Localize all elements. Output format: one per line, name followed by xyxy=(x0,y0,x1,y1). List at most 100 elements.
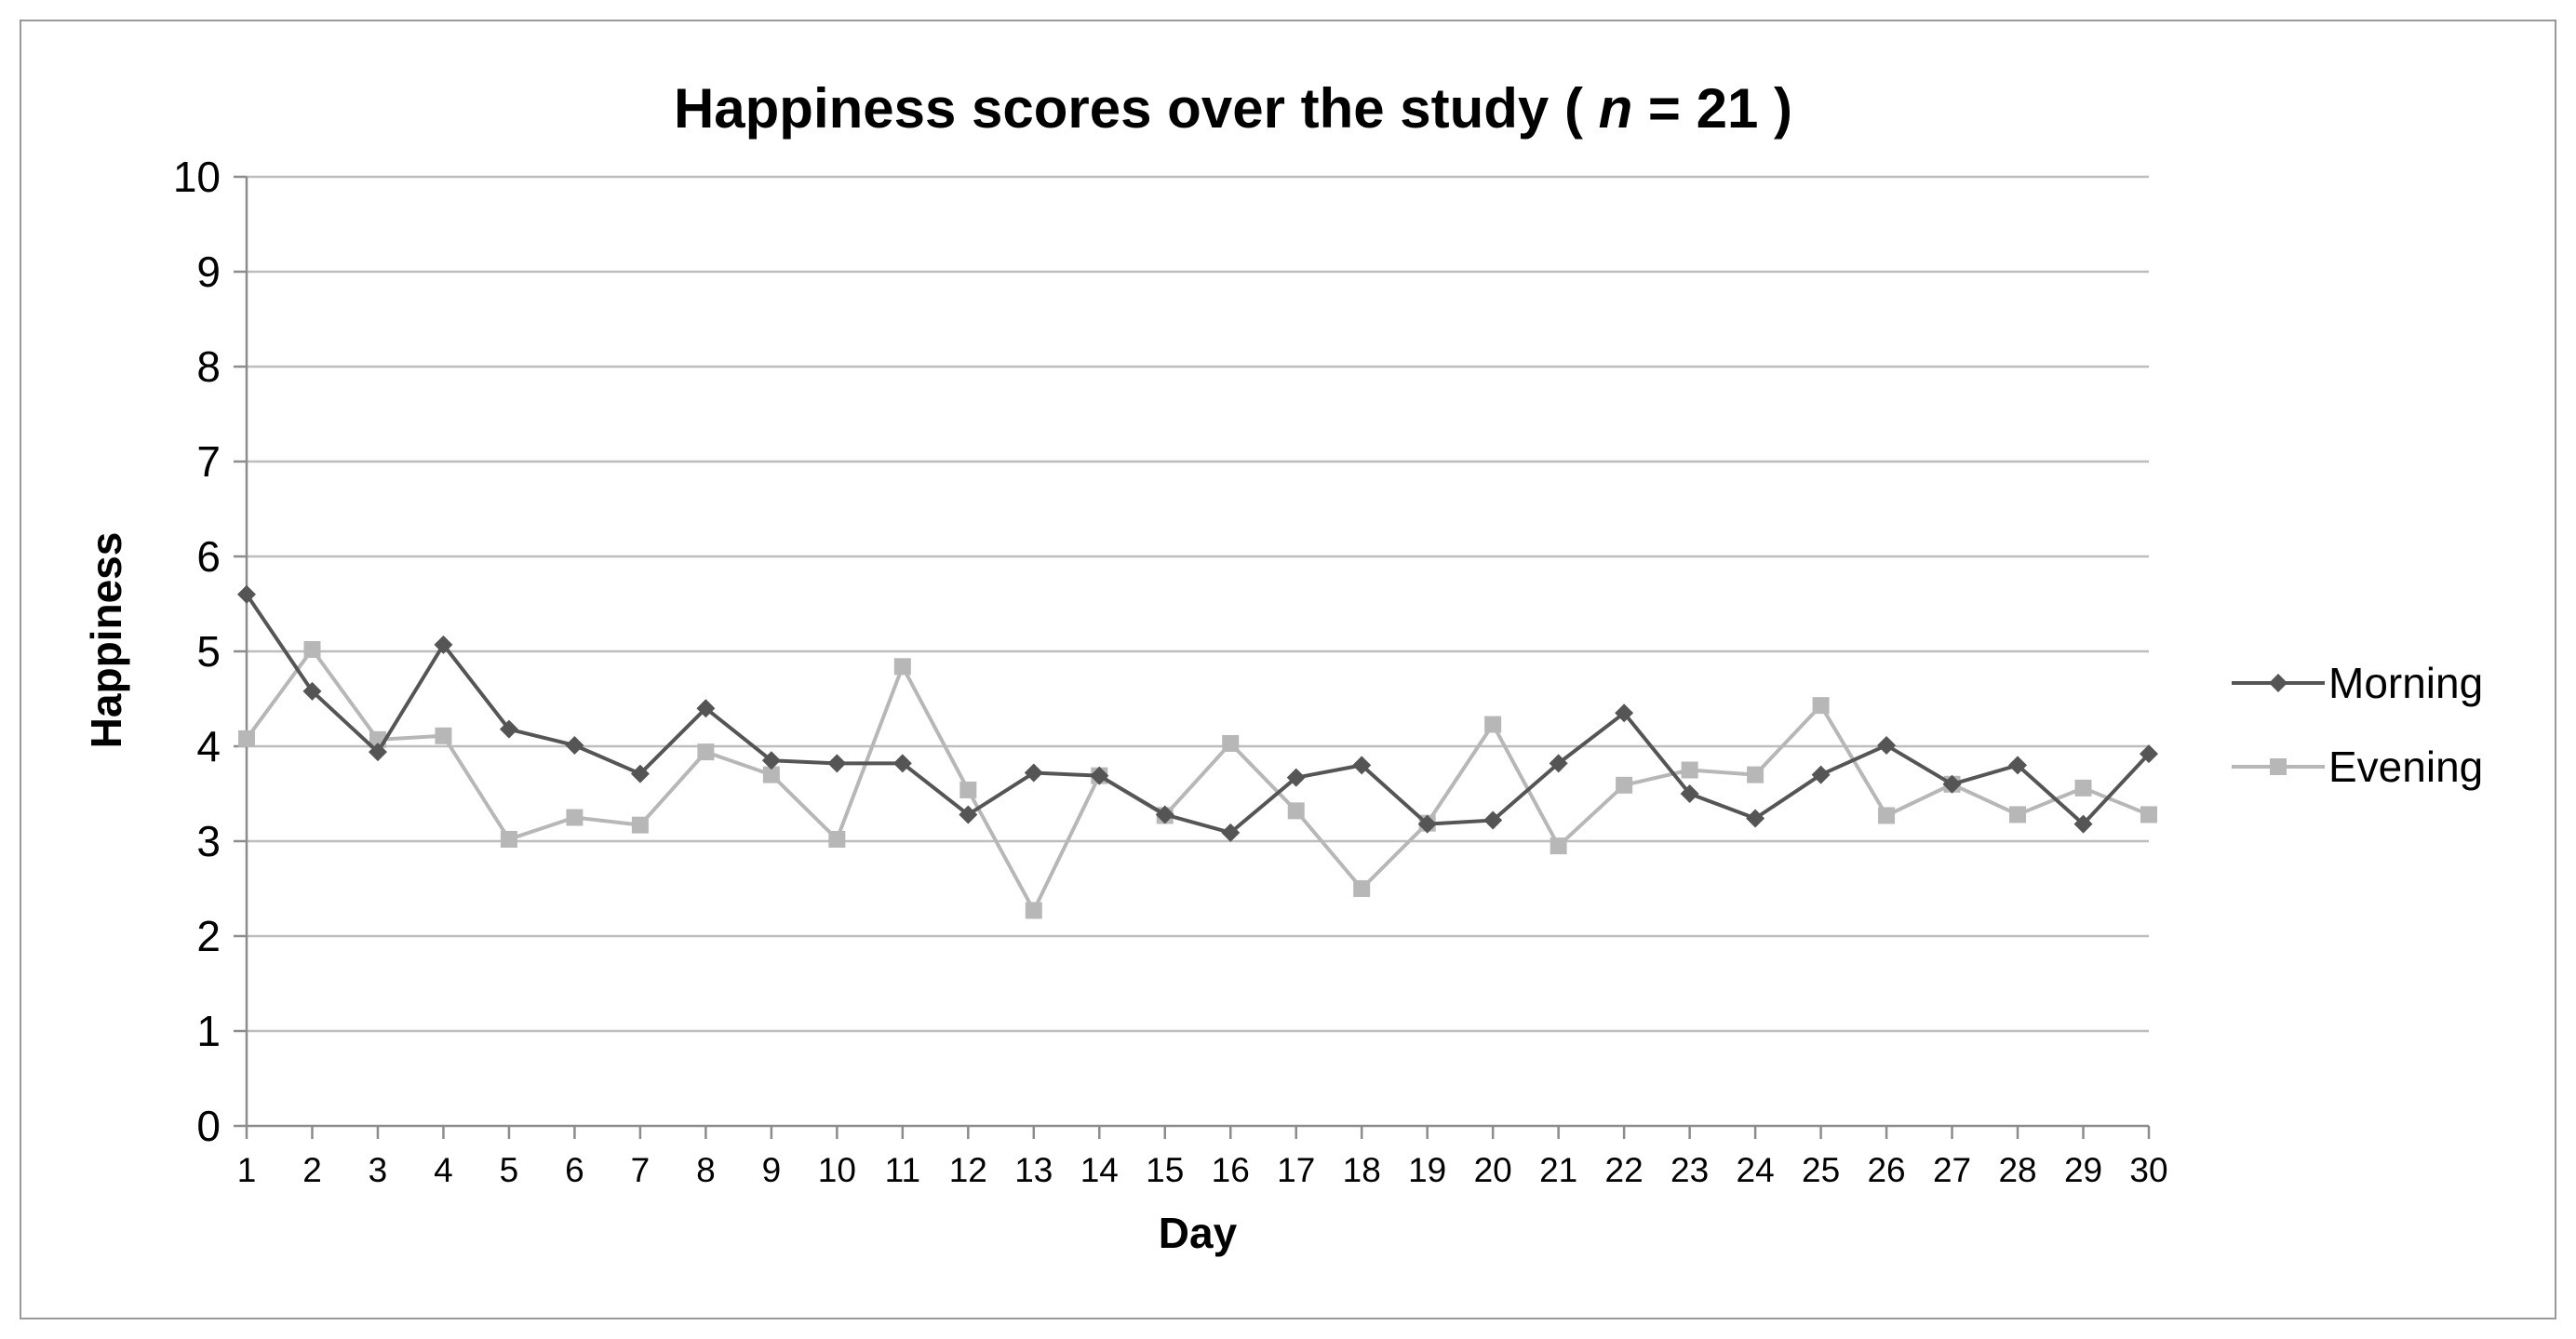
data-point-morning xyxy=(1811,765,1831,784)
data-point-morning xyxy=(1549,754,1568,773)
y-axis-title: Happiness xyxy=(82,532,130,749)
data-point-morning xyxy=(1942,774,1962,794)
legend-item-evening: Evening xyxy=(2232,743,2483,791)
data-point-evening xyxy=(1025,902,1042,919)
data-point-morning xyxy=(892,754,912,773)
y-tick-label: 10 xyxy=(173,153,221,201)
data-point-morning xyxy=(499,719,518,739)
series-line-evening xyxy=(245,647,2150,913)
x-tick-label: 27 xyxy=(1933,1151,1971,1189)
x-tick-label: 13 xyxy=(1014,1151,1053,1189)
y-tick-label: 1 xyxy=(196,1007,221,1055)
data-point-morning xyxy=(1221,823,1241,842)
y-tick-label: 5 xyxy=(196,627,221,676)
x-tick-label: 7 xyxy=(631,1151,651,1189)
x-tick-label: 1 xyxy=(237,1151,257,1189)
data-point-evening xyxy=(1747,766,1764,783)
data-point-morning xyxy=(1090,766,1109,785)
data-point-morning xyxy=(1746,809,1765,828)
x-tick-label: 10 xyxy=(818,1151,856,1189)
series-evening xyxy=(238,640,2157,919)
y-tick-label: 8 xyxy=(196,342,221,391)
y-tick-label: 9 xyxy=(196,248,221,296)
x-tick-label: 16 xyxy=(1212,1151,1250,1189)
x-tick-label: 5 xyxy=(500,1151,519,1189)
x-tick-label: 14 xyxy=(1080,1151,1119,1189)
legend-label-morning: Morning xyxy=(2328,659,2483,707)
series-morning xyxy=(237,584,2158,842)
data-point-morning xyxy=(696,699,716,718)
data-point-morning xyxy=(302,681,322,701)
data-point-evening xyxy=(500,830,517,848)
y-axis-ticks: 0 1 2 3 4 5 6 7 8 9 10 xyxy=(173,153,247,1150)
data-point-morning xyxy=(1417,814,1437,834)
x-tick-label: 18 xyxy=(1343,1151,1381,1189)
data-point-evening xyxy=(1812,697,1830,715)
y-tick-label: 2 xyxy=(196,912,221,960)
data-point-morning xyxy=(761,751,781,770)
x-tick-label: 29 xyxy=(2064,1151,2102,1189)
data-point-morning xyxy=(1155,805,1174,824)
series-group xyxy=(237,584,2158,919)
x-tick-label: 26 xyxy=(1867,1151,1905,1189)
y-tick-label: 4 xyxy=(196,722,221,770)
data-point-morning xyxy=(959,805,978,824)
x-axis-title: Day xyxy=(1159,1209,1238,1257)
x-tick-label: 28 xyxy=(1998,1151,2036,1189)
y-tick-label: 6 xyxy=(196,532,221,581)
data-point-morning xyxy=(1877,735,1897,755)
legend-marker-evening xyxy=(2270,758,2287,775)
data-point-morning xyxy=(1483,810,1503,830)
x-tick-label: 15 xyxy=(1146,1151,1184,1189)
x-axis-ticks: 1 2 3 4 5 6 7 8 9 10 11 12 13 14 15 16 17 18 19 20 21 22 23 24 2… xyxy=(237,1126,2168,1189)
data-point-evening xyxy=(435,727,452,744)
data-point-evening xyxy=(1616,776,1633,794)
x-tick-label: 6 xyxy=(565,1151,584,1189)
data-point-evening xyxy=(697,743,715,761)
y-tick-label: 7 xyxy=(196,437,221,486)
x-tick-label: 24 xyxy=(1737,1151,1775,1189)
x-tick-label: 19 xyxy=(1408,1151,1446,1189)
x-tick-label: 4 xyxy=(434,1151,453,1189)
x-tick-label: 21 xyxy=(1539,1151,1577,1189)
data-point-morning xyxy=(2140,744,2158,764)
data-point-evening xyxy=(1550,837,1567,855)
data-point-evening xyxy=(303,640,321,658)
x-tick-label: 17 xyxy=(1277,1151,1315,1189)
gridlines xyxy=(247,175,2149,1033)
data-point-evening xyxy=(1222,734,1240,752)
data-point-morning xyxy=(434,635,453,654)
x-tick-label: 30 xyxy=(2129,1151,2167,1189)
data-point-evening xyxy=(893,658,911,676)
y-tick-label: 0 xyxy=(196,1102,221,1150)
data-point-morning xyxy=(1615,703,1634,723)
data-point-morning xyxy=(1680,784,1699,803)
legend-marker-morning xyxy=(2269,674,2288,692)
x-tick-label: 11 xyxy=(885,1151,920,1189)
data-point-morning xyxy=(237,584,256,604)
x-tick-label: 12 xyxy=(949,1151,987,1189)
x-tick-label: 22 xyxy=(1605,1151,1644,1189)
axes xyxy=(245,177,2149,1128)
data-point-evening xyxy=(2074,779,2092,797)
data-point-evening xyxy=(959,781,977,798)
data-point-evening xyxy=(828,830,846,848)
data-point-morning xyxy=(2008,756,2028,775)
data-point-morning xyxy=(368,743,387,762)
legend-label-evening: Evening xyxy=(2328,743,2483,791)
chart-title-rest: = 21 ) xyxy=(1632,77,1792,140)
data-point-evening xyxy=(762,766,780,783)
data-point-evening xyxy=(566,809,584,826)
data-point-evening xyxy=(631,816,649,834)
x-tick-label: 9 xyxy=(762,1151,782,1189)
data-point-evening xyxy=(2009,806,2027,823)
x-tick-label: 2 xyxy=(302,1151,322,1189)
data-point-evening xyxy=(1353,880,1371,897)
legend: Morning Evening xyxy=(2232,659,2483,791)
chart-frame xyxy=(20,20,2556,1319)
data-point-evening xyxy=(1287,802,1305,820)
data-point-morning xyxy=(2073,814,2093,834)
data-point-morning xyxy=(1286,768,1306,787)
data-point-morning xyxy=(565,735,584,755)
data-point-morning xyxy=(630,764,650,783)
